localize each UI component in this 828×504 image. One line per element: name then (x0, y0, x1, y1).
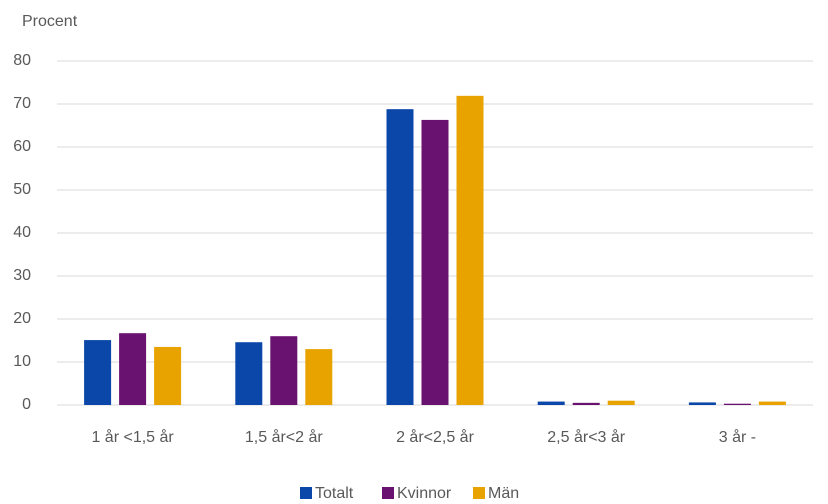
y-tick-label: 40 (13, 224, 31, 241)
x-tick-label: 2,5 år<3 år (547, 428, 626, 446)
bar (723, 403, 751, 405)
bar (688, 402, 716, 405)
bar (607, 400, 635, 405)
y-tick-label: 0 (22, 396, 31, 413)
bar (421, 119, 449, 405)
y-tick-label: 50 (13, 181, 31, 198)
x-tick-label: 1 år <1,5 år (91, 428, 174, 446)
bar (119, 333, 147, 405)
y-axis-label: Procent (22, 13, 78, 30)
bar (84, 340, 112, 405)
legend-label: Totalt (315, 485, 354, 502)
y-tick-label: 30 (13, 267, 31, 284)
legend-swatch (473, 487, 485, 499)
bar (537, 401, 565, 405)
y-tick-label: 10 (13, 353, 31, 370)
bar (235, 342, 263, 405)
bar (456, 95, 484, 405)
x-tick-label: 2 år<2,5 år (396, 428, 475, 446)
legend-label: Män (488, 485, 519, 502)
y-tick-label: 60 (13, 138, 31, 155)
y-tick-label: 70 (13, 95, 31, 112)
x-tick-label: 1,5 år<2 år (245, 428, 324, 446)
legend-label: Kvinnor (397, 485, 452, 502)
y-tick-label: 20 (13, 310, 31, 327)
legend-swatch (300, 487, 312, 499)
bar (572, 402, 600, 405)
x-tick-label: 3 år - (719, 428, 756, 446)
bar (154, 346, 182, 405)
bar (386, 109, 414, 405)
bar (305, 349, 333, 405)
y-tick-label: 80 (13, 52, 31, 69)
bar (270, 336, 298, 405)
bar (758, 401, 786, 405)
legend-swatch (382, 487, 394, 499)
